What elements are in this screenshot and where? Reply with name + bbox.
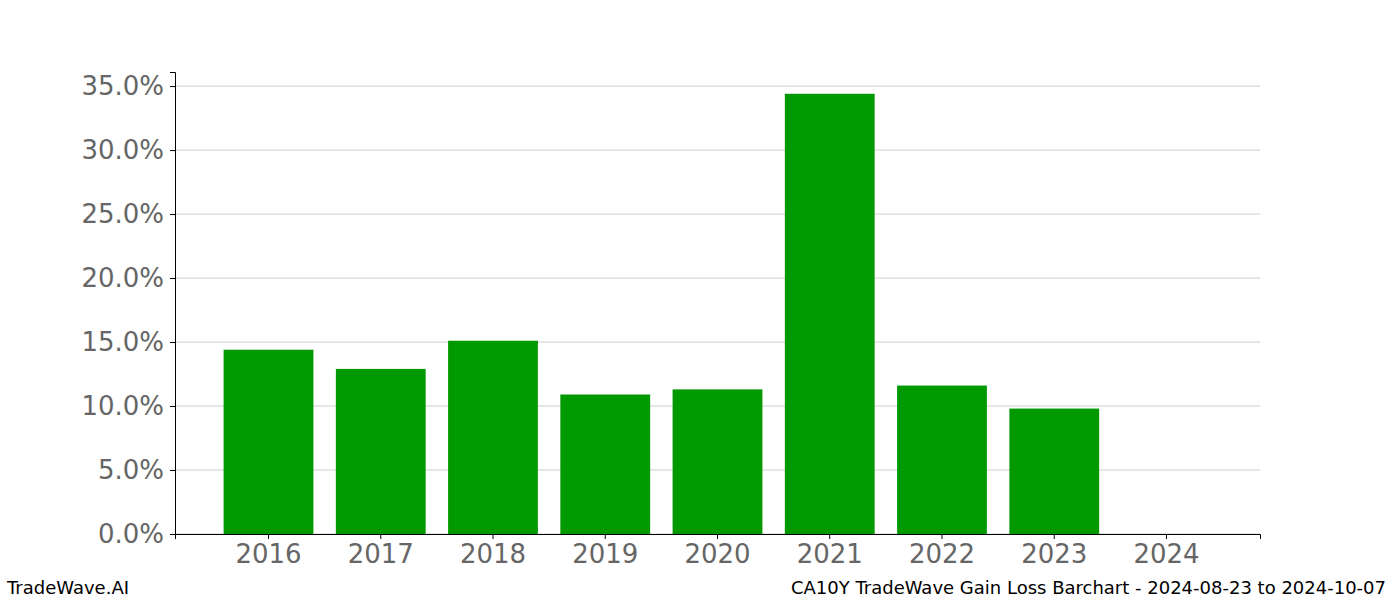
y-tick: 15.0% xyxy=(81,327,175,357)
x-axis-line xyxy=(176,535,1261,540)
y-tick-mark xyxy=(170,86,175,87)
grid-line xyxy=(175,278,1260,279)
grid-line xyxy=(175,214,1260,215)
y-tick-label: 15.0% xyxy=(81,327,164,357)
x-tick-label: 2017 xyxy=(348,539,414,569)
x-tick-mark xyxy=(829,534,830,539)
x-tick: 2020 xyxy=(684,534,750,569)
x-tick-mark xyxy=(941,534,942,539)
x-tick-label: 2016 xyxy=(235,539,301,569)
bar xyxy=(448,341,538,534)
y-axis-line xyxy=(170,73,176,535)
y-tick-mark xyxy=(170,214,175,215)
x-tick-label: 2018 xyxy=(460,539,526,569)
y-tick-mark xyxy=(170,342,175,343)
x-tick: 2017 xyxy=(348,534,414,569)
x-tick: 2021 xyxy=(797,534,863,569)
x-tick-mark xyxy=(1054,534,1055,539)
x-tick: 2023 xyxy=(1021,534,1087,569)
bar xyxy=(224,350,314,534)
bar xyxy=(1122,534,1212,535)
x-tick-label: 2024 xyxy=(1133,539,1199,569)
x-tick: 2022 xyxy=(909,534,975,569)
y-tick-mark xyxy=(170,150,175,151)
y-tick-label: 20.0% xyxy=(81,263,164,293)
y-tick-label: 0.0% xyxy=(98,519,164,549)
y-tick-mark xyxy=(170,406,175,407)
grid-line xyxy=(175,86,1260,87)
bars xyxy=(224,94,1100,534)
x-tick-mark xyxy=(717,534,718,539)
y-tick: 5.0% xyxy=(98,455,175,485)
x-tick-label: 2021 xyxy=(797,539,863,569)
x-tick: 2024 xyxy=(1133,534,1199,569)
grid xyxy=(175,86,1260,534)
y-tick-mark xyxy=(170,278,175,279)
title: CA10Y TradeWave Gain Loss Barchart - 202… xyxy=(791,577,1386,598)
x-tick: 2018 xyxy=(460,534,526,569)
y-tick-label: 30.0% xyxy=(81,135,164,165)
x-tick-mark xyxy=(1166,534,1167,539)
grid-line xyxy=(175,342,1260,343)
x-tick-mark xyxy=(268,534,269,539)
x-tick-mark xyxy=(380,534,381,539)
x-tick-label: 2020 xyxy=(684,539,750,569)
x-tick-label: 2022 xyxy=(909,539,975,569)
x-tick-mark xyxy=(605,534,606,539)
bar xyxy=(785,94,875,534)
y-tick-mark xyxy=(170,470,175,471)
bar xyxy=(560,395,650,534)
y-tick-mark xyxy=(170,534,175,535)
bar xyxy=(336,369,426,534)
grid-line xyxy=(175,150,1260,151)
y-tick: 10.0% xyxy=(81,391,175,421)
y-tick: 30.0% xyxy=(81,135,175,165)
x-tick-label: 2019 xyxy=(572,539,638,569)
y-tick: 0.0% xyxy=(98,519,175,549)
y-tick: 20.0% xyxy=(81,263,175,293)
x-tick: 2016 xyxy=(235,534,301,569)
y-tick: 25.0% xyxy=(81,199,175,229)
bar xyxy=(897,386,987,534)
y-axis: 0.0% 5.0% 10.0% 15.0% 20.0% 25.0% 30.0% 35.0% xyxy=(81,71,175,549)
y-tick: 35.0% xyxy=(81,71,175,101)
x-tick-mark xyxy=(493,534,494,539)
bar xyxy=(1009,409,1099,534)
x-axis: 2016 2017 2018 2019 2020 2021 2022 2023 2024 xyxy=(176,534,1261,569)
y-tick-label: 5.0% xyxy=(98,455,164,485)
y-tick-label: 10.0% xyxy=(81,391,164,421)
x-tick: 2019 xyxy=(572,534,638,569)
bar xyxy=(673,389,763,534)
chart: 0.0% 5.0% 10.0% 15.0% 20.0% 25.0% 30.0% 35.0% 20… xyxy=(0,0,1400,600)
y-tick-label: 35.0% xyxy=(81,71,164,101)
y-tick-label: 25.0% xyxy=(81,199,164,229)
x-tick-label: 2023 xyxy=(1021,539,1087,569)
credit: TradeWave.AI xyxy=(6,577,129,598)
